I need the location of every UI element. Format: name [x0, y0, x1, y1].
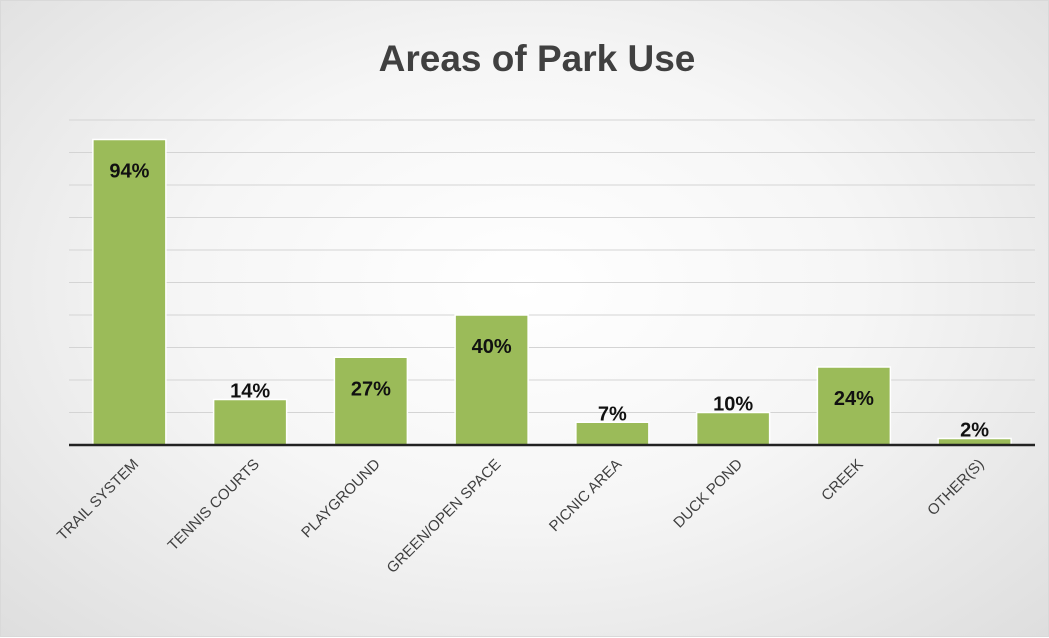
bar — [575, 421, 650, 446]
bar — [333, 356, 409, 446]
bar — [92, 138, 167, 446]
bar — [212, 398, 288, 446]
data-label: 14% — [230, 381, 270, 403]
data-label: 24% — [834, 388, 874, 410]
chart-title: Areas of Park Use — [379, 38, 696, 79]
bar — [454, 314, 529, 446]
category-label: TRAIL SYSTEM — [54, 456, 142, 544]
data-labels: 94% 14% 27% 40% 7% 10% 24% 2% — [109, 161, 989, 442]
category-label: CREEK — [818, 456, 867, 505]
data-label: 7% — [598, 403, 627, 425]
gridlines — [69, 119, 1035, 413]
data-label: 40% — [472, 336, 512, 358]
data-label: 27% — [351, 378, 391, 400]
category-labels: TRAIL SYSTEM TENNIS COURTS PLAYGROUND GREEN… — [54, 456, 988, 577]
bar — [695, 411, 771, 446]
category-label: GREEN/OPEN SPACE — [384, 456, 505, 577]
data-label: 10% — [713, 394, 753, 416]
category-label: TENNIS COURTS — [164, 456, 262, 554]
category-label: DUCK POND — [670, 456, 746, 532]
category-label: PICNIC AREA — [546, 456, 625, 535]
data-label: 2% — [960, 420, 989, 442]
data-label: 94% — [109, 161, 149, 183]
category-label: PLAYGROUND — [298, 456, 384, 542]
category-label: OTHER(S) — [924, 456, 987, 519]
